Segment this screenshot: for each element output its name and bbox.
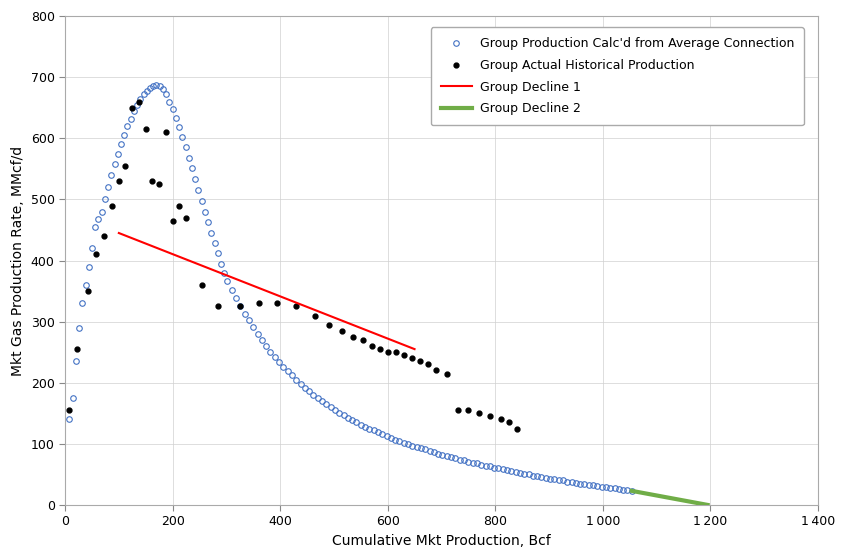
Group Production Calc'd from Average Connection <box>454 456 464 463</box>
Group Actual Historical Production <box>272 300 283 307</box>
Group Actual Historical Production <box>512 425 522 432</box>
Group Actual Historical Production <box>337 328 347 334</box>
Group Actual Historical Production <box>83 288 93 295</box>
Group Actual Historical Production <box>168 217 178 224</box>
Group Production Calc'd from Average Connection <box>519 471 530 477</box>
Group Actual Historical Production <box>415 358 425 364</box>
Line: Group Decline 1: Group Decline 1 <box>118 233 415 349</box>
Group Actual Historical Production <box>107 202 118 209</box>
Line: Group Decline 2: Group Decline 2 <box>632 491 707 505</box>
Group Actual Historical Production <box>140 126 151 132</box>
Group Actual Historical Production <box>91 251 102 258</box>
Group Actual Historical Production <box>161 129 171 135</box>
Group Actual Historical Production <box>154 181 164 187</box>
Group Actual Historical Production <box>398 352 409 358</box>
Group Actual Historical Production <box>375 346 385 353</box>
Group Actual Historical Production <box>453 407 463 414</box>
Line: Group Actual Historical Production: Group Actual Historical Production <box>64 97 521 433</box>
Group Actual Historical Production <box>366 343 376 349</box>
Group Actual Historical Production <box>174 202 184 209</box>
Group Actual Historical Production <box>213 303 223 310</box>
Group Actual Historical Production <box>382 349 393 356</box>
Legend: Group Production Calc'd from Average Connection, Group Actual Historical Product: Group Production Calc'd from Average Con… <box>431 27 804 126</box>
Group Decline 2 <box>627 487 637 494</box>
Group Actual Historical Production <box>64 407 74 414</box>
Group Actual Historical Production <box>310 312 320 319</box>
Group Production Calc'd from Average Connection <box>96 209 107 215</box>
Group Actual Historical Production <box>359 337 369 343</box>
Group Actual Historical Production <box>485 413 495 420</box>
Group Actual Historical Production <box>391 349 401 356</box>
Group Actual Historical Production <box>423 361 433 368</box>
Group Actual Historical Production <box>496 416 506 423</box>
Line: Group Production Calc'd from Average Connection: Group Production Calc'd from Average Con… <box>67 82 634 494</box>
Group Production Calc'd from Average Connection <box>510 468 520 475</box>
Group Actual Historical Production <box>135 98 145 105</box>
X-axis label: Cumulative Mkt Production, Bcf: Cumulative Mkt Production, Bcf <box>332 534 551 548</box>
Group Actual Historical Production <box>431 367 441 374</box>
Group Production Calc'd from Average Connection <box>132 101 142 108</box>
Group Decline 1 <box>113 230 124 236</box>
Group Actual Historical Production <box>442 370 452 377</box>
Group Actual Historical Production <box>234 303 244 310</box>
Group Production Calc'd from Average Connection <box>210 240 220 247</box>
Group Actual Historical Production <box>323 321 333 328</box>
Group Actual Historical Production <box>72 346 82 353</box>
Group Actual Historical Production <box>120 163 130 169</box>
Group Actual Historical Production <box>348 334 358 340</box>
Group Actual Historical Production <box>254 300 264 307</box>
Group Production Calc'd from Average Connection <box>627 487 637 494</box>
Group Actual Historical Production <box>147 178 157 184</box>
Group Production Calc'd from Average Connection <box>151 81 162 88</box>
Group Actual Historical Production <box>464 407 474 414</box>
Group Actual Historical Production <box>407 355 417 362</box>
Group Actual Historical Production <box>503 419 514 426</box>
Group Decline 2 <box>702 501 712 508</box>
Group Production Calc'd from Average Connection <box>64 416 74 423</box>
Group Actual Historical Production <box>113 178 124 184</box>
Group Actual Historical Production <box>181 215 191 221</box>
Group Actual Historical Production <box>99 233 109 239</box>
Group Decline 1 <box>409 346 420 353</box>
Y-axis label: Mkt Gas Production Rate, MMcf/d: Mkt Gas Production Rate, MMcf/d <box>11 145 25 376</box>
Group Actual Historical Production <box>127 105 137 111</box>
Group Actual Historical Production <box>474 410 484 416</box>
Group Actual Historical Production <box>291 303 301 310</box>
Group Actual Historical Production <box>197 282 207 288</box>
